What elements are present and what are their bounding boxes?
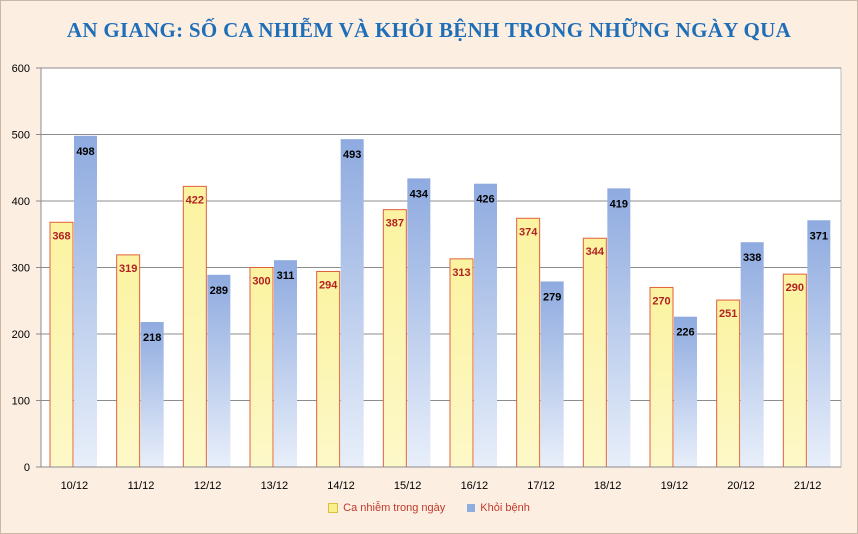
bar-recovered (140, 322, 164, 467)
x-tick-label: 11/12 (128, 480, 155, 492)
legend-label-cases: Ca nhiễm trong ngày (343, 502, 446, 514)
data-label-recovered: 311 (277, 270, 295, 282)
bar-recovered (540, 281, 564, 467)
x-tick-label: 16/12 (461, 480, 489, 492)
data-label-cases: 270 (652, 295, 670, 307)
bar-recovered (607, 188, 631, 468)
legend-label-recovered: Khỏi bệnh (480, 502, 530, 514)
y-tick-label: 200 (12, 329, 30, 341)
legend-item-recovered: Khỏi bệnh (467, 502, 530, 514)
bar-cases (649, 286, 674, 468)
data-label-recovered: 434 (410, 188, 429, 200)
x-tick-label: 20/12 (727, 480, 755, 492)
bar-recovered (740, 242, 764, 467)
data-label-recovered: 419 (610, 198, 628, 210)
y-tick-label: 0 (24, 462, 30, 474)
data-label-cases: 368 (52, 230, 70, 242)
y-tick-label: 300 (12, 263, 30, 275)
data-label-recovered: 218 (143, 332, 161, 344)
x-tick-label: 21/12 (794, 480, 822, 492)
bar-cases (249, 267, 274, 468)
bar-cases (316, 270, 341, 468)
data-label-cases: 251 (719, 308, 737, 320)
y-tick-label: 400 (12, 196, 30, 208)
x-tick-label: 17/12 (527, 480, 555, 492)
bar-recovered (207, 274, 231, 467)
legend-swatch-recovered (467, 504, 476, 512)
data-label-recovered: 338 (743, 252, 761, 264)
data-label-cases: 290 (786, 282, 804, 294)
bar-cases (449, 258, 474, 468)
bar-cases (382, 209, 407, 468)
data-label-cases: 344 (586, 246, 605, 258)
data-label-cases: 422 (186, 194, 204, 206)
bar-recovered (407, 178, 431, 467)
bar-recovered (274, 260, 297, 467)
x-tick-label: 15/12 (394, 480, 422, 492)
legend: Ca nhiễm trong ngày Khỏi bệnh (0, 502, 858, 514)
data-label-recovered: 279 (543, 291, 561, 303)
data-label-cases: 294 (319, 279, 338, 291)
x-tick-label: 10/12 (61, 480, 89, 492)
bar-cases (782, 273, 807, 468)
bar-cases (182, 185, 207, 468)
bar-recovered (474, 183, 497, 467)
x-tick-label: 18/12 (594, 480, 622, 492)
legend-swatch-cases (328, 503, 339, 513)
bar-cases (516, 217, 541, 468)
data-label-recovered: 371 (810, 230, 828, 242)
data-label-recovered: 226 (676, 327, 694, 339)
data-label-recovered: 493 (343, 149, 361, 161)
chart-title: AN GIANG: SỐ CA NHIỄM VÀ KHỎI BỆNH TRONG… (66, 18, 792, 42)
bar-recovered (74, 135, 97, 467)
y-tick-label: 100 (12, 396, 30, 408)
data-label-cases: 374 (519, 226, 538, 238)
data-label-cases: 313 (452, 267, 470, 279)
bar-cases (116, 254, 141, 468)
bar-chart: 368 498 319 218 422 289 300 311 294 493 387 434 313 4… (12, 63, 842, 492)
data-label-cases: 319 (119, 263, 137, 275)
data-label-cases: 387 (386, 218, 404, 230)
bar-cases (716, 299, 741, 468)
bar-cases (49, 221, 74, 468)
bar-recovered (340, 139, 364, 467)
bar-cases (582, 237, 607, 468)
y-tick-label: 600 (12, 63, 30, 75)
data-label-recovered: 289 (210, 285, 228, 297)
bar-recovered (674, 316, 697, 467)
data-label-recovered: 498 (76, 146, 94, 158)
x-tick-label: 12/12 (194, 480, 222, 492)
y-tick-label: 500 (12, 130, 30, 142)
x-tick-label: 13/12 (261, 480, 289, 492)
data-label-recovered: 426 (476, 194, 494, 206)
x-tick-label: 14/12 (327, 480, 355, 492)
bar-recovered (807, 220, 831, 467)
legend-item-cases: Ca nhiễm trong ngày (328, 502, 445, 514)
x-tick-label: 19/12 (661, 480, 689, 492)
data-label-cases: 300 (252, 276, 270, 288)
